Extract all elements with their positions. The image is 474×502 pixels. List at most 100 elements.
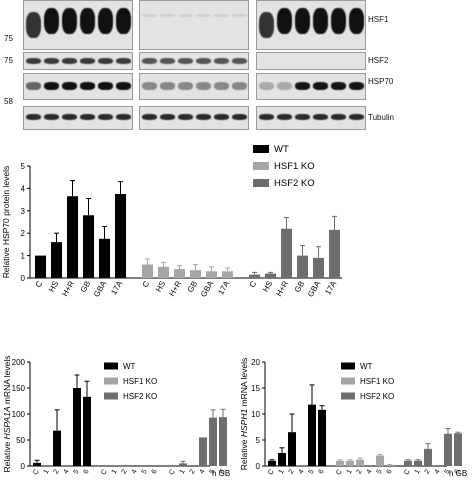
tubulin-band bbox=[160, 114, 175, 120]
hsp70-band bbox=[214, 82, 229, 90]
bar bbox=[206, 271, 217, 278]
bar bbox=[209, 417, 217, 466]
category-label: 2 bbox=[121, 468, 129, 475]
blot-tubulin-hsf2ko bbox=[256, 106, 366, 130]
hsp70-band bbox=[277, 82, 292, 90]
hsp70-band bbox=[26, 82, 41, 90]
category-label: 1 bbox=[179, 468, 187, 475]
blot-hsf1-hsf2ko bbox=[256, 0, 366, 50]
blot-hsf1-wt bbox=[23, 0, 133, 50]
category-label: 2 bbox=[288, 468, 296, 475]
bar bbox=[376, 455, 384, 466]
legend-swatch bbox=[104, 362, 118, 370]
hsf1-background-band bbox=[214, 14, 229, 17]
hsf1-background-band bbox=[160, 14, 175, 17]
hsp70-band bbox=[62, 82, 77, 90]
bar bbox=[268, 460, 276, 466]
y-tick-label: 4 bbox=[21, 184, 26, 193]
bar bbox=[199, 437, 207, 466]
hsp70-band bbox=[232, 82, 247, 90]
y-tick-label: 150 bbox=[12, 384, 26, 393]
hsf2-band bbox=[196, 58, 211, 64]
legend-swatch bbox=[253, 179, 269, 187]
category-label: 6 bbox=[83, 468, 91, 475]
bar bbox=[454, 433, 462, 466]
blot-tubulin-wt bbox=[23, 106, 133, 130]
legend-swatch bbox=[104, 392, 118, 400]
band-label-hsf1: HSF1 bbox=[368, 15, 389, 24]
bar bbox=[179, 463, 187, 466]
bar bbox=[190, 270, 201, 278]
category-label: H+R bbox=[60, 279, 76, 298]
category-label: 6 bbox=[454, 468, 462, 475]
tubulin-band bbox=[142, 114, 157, 120]
hsf2-band bbox=[214, 58, 229, 64]
bar bbox=[115, 194, 126, 278]
hsp70-band bbox=[98, 82, 113, 90]
y-tick-label: 5 bbox=[256, 436, 261, 445]
bar bbox=[35, 255, 46, 278]
y-axis-label: Relative HSPA1A mRNA levels bbox=[2, 355, 12, 472]
category-label: C bbox=[141, 279, 152, 289]
category-label: 2 bbox=[189, 468, 197, 475]
category-label: 1 bbox=[414, 468, 422, 475]
category-label: 2 bbox=[53, 468, 61, 475]
hsf1-band bbox=[277, 8, 292, 34]
category-label: 2 bbox=[356, 468, 364, 475]
category-label: H+R bbox=[167, 279, 183, 298]
category-label: 17A bbox=[109, 279, 124, 296]
x-axis-suffix: h GB bbox=[449, 469, 467, 478]
hsf1-band bbox=[98, 8, 113, 34]
band-label-hsf2: HSF2 bbox=[368, 56, 389, 65]
category-label: GBA bbox=[199, 279, 216, 299]
hsf2-band bbox=[142, 58, 157, 64]
hsp70-band bbox=[80, 82, 95, 90]
marker-75-mid: 75 bbox=[4, 56, 13, 65]
legend-swatch bbox=[253, 162, 269, 170]
bar bbox=[99, 238, 110, 278]
hsp70-band bbox=[142, 82, 157, 90]
category-label: 1 bbox=[278, 468, 286, 475]
tubulin-band bbox=[116, 114, 131, 120]
bar bbox=[83, 215, 94, 278]
category-label: GBA bbox=[92, 279, 109, 299]
hsp70-band bbox=[44, 82, 59, 90]
bar bbox=[33, 462, 41, 466]
tubulin-band bbox=[98, 114, 113, 120]
hsp70-band bbox=[349, 82, 364, 90]
tubulin-band bbox=[331, 114, 346, 120]
category-label: C bbox=[335, 469, 344, 477]
hsf1-band bbox=[80, 8, 95, 34]
hsf1-background-band bbox=[196, 14, 211, 17]
category-label: 4 bbox=[298, 468, 306, 475]
blot-hsp70-hsf2ko bbox=[256, 73, 366, 100]
bar bbox=[219, 417, 227, 466]
category-label: HS bbox=[47, 280, 60, 294]
legend-swatch bbox=[341, 377, 355, 385]
category-label: 5 bbox=[444, 468, 452, 475]
hsf2-band bbox=[232, 58, 247, 64]
bar bbox=[336, 460, 344, 466]
blot-hsf2-hsf2ko bbox=[256, 52, 366, 70]
blot-hsf2-wt bbox=[23, 52, 133, 70]
y-tick-label: 10 bbox=[251, 410, 260, 419]
marker-75-top: 75 bbox=[4, 34, 13, 43]
hsf1-band bbox=[62, 8, 77, 34]
category-label: 17A bbox=[323, 279, 338, 296]
y-tick-label: 3 bbox=[21, 207, 26, 216]
bar bbox=[424, 448, 432, 466]
hsf2-band bbox=[44, 58, 59, 64]
hsf1-band bbox=[313, 8, 328, 34]
bar bbox=[158, 266, 169, 278]
tubulin-band bbox=[232, 114, 247, 120]
bar bbox=[386, 464, 394, 466]
bar bbox=[278, 453, 286, 466]
tubulin-band bbox=[62, 114, 77, 120]
y-tick-label: 100 bbox=[12, 410, 26, 419]
hsf2-band bbox=[26, 58, 41, 64]
bar bbox=[73, 388, 81, 466]
legend-label: WT bbox=[123, 362, 136, 371]
hsf1-band bbox=[26, 12, 41, 38]
